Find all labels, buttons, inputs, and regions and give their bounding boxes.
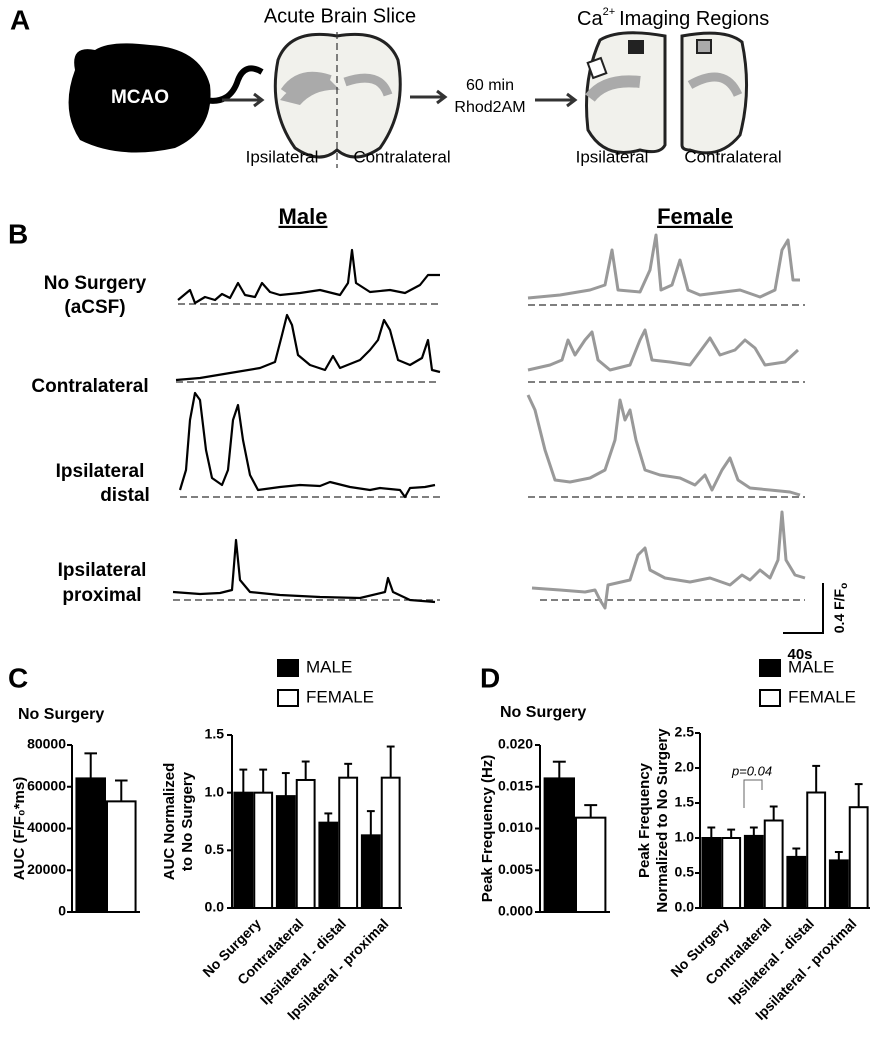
y-tick-label: 0.020 — [498, 736, 533, 752]
regions-title-part: Imaging Regions — [619, 8, 769, 30]
y-tick-label: 1.5 — [675, 794, 695, 810]
hemi-slices — [585, 31, 748, 155]
row-label: Ipsilateral — [58, 560, 147, 581]
bar — [575, 816, 607, 914]
y-tick-label: 0 — [58, 903, 66, 919]
slice-left: Ipsilateral — [246, 147, 319, 166]
legend-swatch — [759, 689, 781, 707]
row-label: Ipsilateral — [56, 461, 145, 482]
bar — [253, 791, 274, 910]
bar — [543, 777, 575, 914]
step-line: Rhod2AM — [454, 99, 525, 116]
chart-title: No Surgery — [18, 706, 104, 723]
panel-letter: D — [480, 662, 500, 693]
legend-swatch — [277, 659, 299, 677]
y-tick-label: 60000 — [27, 777, 66, 793]
y-tick-label: 2.5 — [675, 724, 695, 740]
y-tick-label: 40000 — [27, 819, 66, 835]
y-tick-label: 0.000 — [498, 903, 533, 919]
legend-swatch — [277, 689, 299, 707]
column-title: Female — [657, 204, 733, 229]
traces — [172, 233, 824, 634]
bar — [75, 777, 107, 914]
brain-slice — [273, 32, 402, 168]
significance-bracket — [743, 779, 763, 808]
y-tick-label: 1.0 — [675, 829, 695, 845]
bar — [786, 855, 807, 910]
legend-label: MALE — [788, 657, 834, 676]
y-axis-label: AUC Normalized — [161, 763, 178, 881]
scale-label-part: 0.4 F/F — [831, 588, 847, 633]
y-tick-label: 20000 — [27, 861, 66, 877]
y-tick-label: 0.0 — [675, 899, 695, 915]
scale-label: 40s — [787, 646, 812, 663]
bar — [701, 837, 722, 909]
annotation: p=0.04 — [731, 763, 772, 778]
bar — [360, 834, 381, 910]
legend-label: MALE — [306, 657, 352, 676]
arrow — [410, 89, 448, 105]
y-axis-label: to No Surgery — [179, 771, 196, 871]
y-tick-label: 80000 — [27, 736, 66, 752]
row-label: distal — [100, 485, 150, 506]
panel-letter: A — [10, 4, 30, 35]
legend-swatch — [759, 659, 781, 677]
regions-title-part: Ca — [577, 8, 603, 30]
bar — [721, 837, 742, 909]
mouse — [68, 43, 264, 153]
bar — [848, 806, 869, 910]
column-title: Male — [279, 204, 328, 229]
row-label: (aCSF) — [64, 297, 125, 318]
y-tick-label: 2.0 — [675, 759, 695, 775]
row-label: proximal — [62, 585, 141, 606]
row-label: No Surgery — [44, 273, 147, 294]
panel-letter: B — [8, 218, 28, 249]
bar — [338, 776, 359, 909]
mouse-label: MCAO — [111, 87, 169, 108]
regions-left: Ipsilateral — [576, 147, 649, 166]
y-tick-label: 1.5 — [205, 726, 225, 742]
bar — [318, 821, 339, 909]
regions-title: Ca2+ Imaging Regions — [577, 6, 769, 30]
scale-label-sub: o — [839, 583, 850, 589]
arrow — [222, 92, 265, 108]
y-tick-label: 0.0 — [205, 899, 225, 915]
regions-right: Contralateral — [684, 147, 781, 166]
bar — [275, 795, 296, 909]
bar — [743, 834, 764, 910]
bar — [806, 791, 827, 909]
panel-letter: C — [8, 662, 28, 693]
bar — [106, 800, 137, 913]
y-axis-label: Normalized to No Surgery — [654, 728, 671, 913]
y-tick-label: 0.015 — [498, 777, 533, 793]
slice-right: Contralateral — [353, 147, 450, 166]
y-axis-label: Peak Frequency — [636, 762, 653, 878]
bar — [763, 819, 784, 909]
y-tick-label: 0.005 — [498, 861, 533, 877]
y-tick-label: 0.5 — [205, 841, 225, 857]
legend-label: FEMALE — [788, 687, 856, 706]
row-label: Contralateral — [31, 376, 148, 397]
y-axis-label: Peak Frequency (Hz) — [479, 755, 496, 903]
arrow — [535, 92, 578, 108]
regions-title-sup: 2+ — [603, 6, 616, 18]
y-axis-label: AUC (F/F₀*ms) — [11, 777, 28, 880]
bar — [380, 776, 401, 909]
bar — [233, 791, 254, 910]
y-tick-label: 0.010 — [498, 819, 533, 835]
y-tick-label: 1.0 — [205, 783, 225, 799]
bar — [295, 778, 316, 909]
scale-label: 0.4 F/Fo — [831, 583, 850, 633]
slice-title: Acute Brain Slice — [264, 5, 416, 27]
step-line: 60 min — [466, 77, 514, 94]
y-tick-label: 0.5 — [675, 864, 695, 880]
chart-title: No Surgery — [500, 704, 586, 721]
bar — [828, 859, 849, 910]
legend-label: FEMALE — [306, 687, 374, 706]
